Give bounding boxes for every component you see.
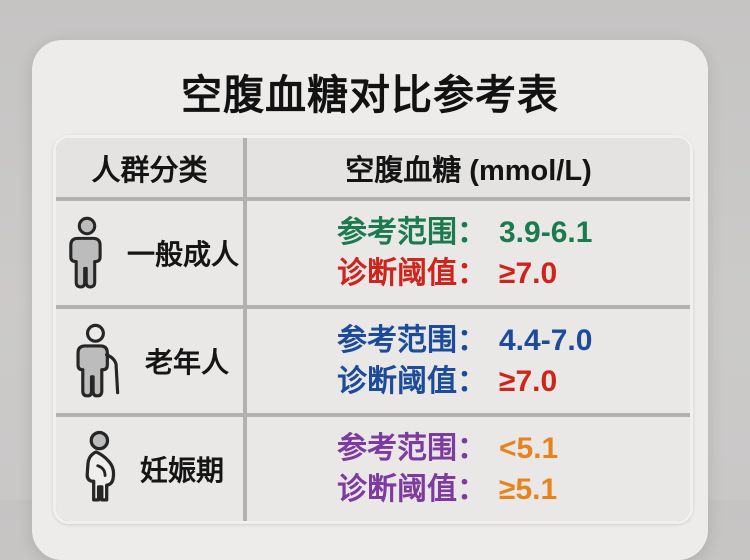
reference-range-line: 参考范围： <5.1 [337,428,558,469]
population-category-cell: 老年人 [56,309,243,413]
reference-range-label: 参考范围： [337,324,487,357]
header-population-category: 人群分类 [56,138,243,197]
diagnostic-threshold-value: ≥7.0 [499,365,558,398]
infographic-background: 空腹血糖对比参考表 人群分类 空腹血糖 (mmol/L) 一般成人 参考范围： 3… [32,40,708,560]
reference-card: 空腹血糖对比参考表 人群分类 空腹血糖 (mmol/L) 一般成人 参考范围： 3… [32,40,708,560]
diagnostic-threshold-line: 诊断阈值： ≥5.1 [337,469,557,510]
population-category-label: 老年人 [144,347,229,378]
glucose-values-cell: 参考范围： 3.9-6.1 诊断阈值： ≥7.0 [247,201,690,305]
glucose-values-cell: 参考范围： <5.1 诊断阈值： ≥5.1 [247,417,690,521]
reference-range-value: 3.9-6.1 [499,216,593,249]
diagnostic-threshold-line: 诊断阈值： ≥7.0 [337,361,557,402]
pregnant-woman-icon [75,430,127,508]
population-category-label: 妊娠期 [139,455,224,486]
elderly-person-with-cane-icon [70,323,132,399]
diagnostic-threshold-label: 诊断阈值： [337,473,487,506]
diagnostic-threshold-value: ≥5.1 [499,473,558,506]
reference-range-value: <5.1 [499,432,559,465]
diagnostic-threshold-line: 诊断阈值： ≥7.0 [337,253,557,294]
population-category-cell: 妊娠期 [56,417,243,521]
reference-range-line: 参考范围： 3.9-6.1 [337,212,592,253]
diagnostic-threshold-value: ≥7.0 [499,257,558,290]
population-category-label: 一般成人 [126,239,239,270]
population-category-cell: 一般成人 [56,201,243,305]
glucose-reference-table: 人群分类 空腹血糖 (mmol/L) 一般成人 参考范围： 3.9-6.1 诊断阈… [53,135,693,524]
header-fasting-glucose: 空腹血糖 (mmol/L) [247,138,690,197]
diagnostic-threshold-label: 诊断阈值： [337,257,487,290]
reference-range-line: 参考范围： 4.4-7.0 [337,320,592,361]
adult-person-icon [60,216,114,290]
reference-range-label: 参考范围： [337,432,487,465]
glucose-values-cell: 参考范围： 4.4-7.0 诊断阈值： ≥7.0 [247,309,690,413]
reference-range-label: 参考范围： [337,216,487,249]
reference-range-value: 4.4-7.0 [499,324,593,357]
diagnostic-threshold-label: 诊断阈值： [337,365,487,398]
page-title: 空腹血糖对比参考表 [181,72,559,118]
